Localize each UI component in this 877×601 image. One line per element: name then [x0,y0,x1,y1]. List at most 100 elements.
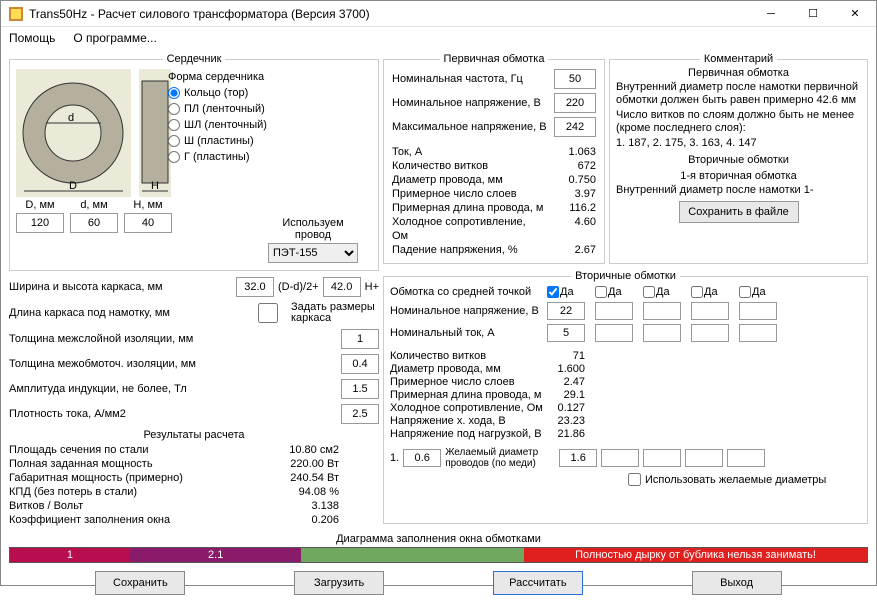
midpoint-chk-1[interactable] [595,286,607,298]
load-button[interactable]: Загрузить [294,571,384,595]
D-input[interactable] [16,213,64,233]
close-button[interactable]: ✕ [834,1,876,27]
frame-w-input[interactable] [236,277,274,297]
use-desired-checkbox[interactable] [628,473,641,486]
sec-out-value [637,363,683,376]
sec-out-value [637,376,683,389]
comment-legend: Комментарий [700,53,777,65]
sec-current-1[interactable] [595,324,633,342]
primary-out-label: Холодное сопротивление, Ом [392,215,544,243]
desired-input-2[interactable] [559,449,597,467]
minimize-button[interactable]: ─ [750,1,792,27]
induction-label: Амплитуда индукции, не более, Тл [9,383,341,395]
interlayer-input[interactable] [341,329,379,349]
sec-voltage-1[interactable] [595,302,633,320]
sec-current-3[interactable] [691,324,729,342]
midpoint-chk-2[interactable] [643,286,655,298]
desired-input-3[interactable] [601,449,639,467]
midpoint-chk-0[interactable] [547,286,559,298]
save-button[interactable]: Сохранить [95,571,185,595]
primary-in-input-2[interactable] [554,117,596,137]
comment-sub3: 1-я вторичная обмотка [616,170,861,182]
menu-help[interactable]: Помощь [9,31,55,45]
core-form-radio-4[interactable] [168,151,180,163]
fill-segment: 1 [10,548,130,562]
sec-out-value [637,389,683,402]
sec-out-value [637,428,683,441]
core-form-radio-1[interactable] [168,103,180,115]
maximize-button[interactable]: ☐ [792,1,834,27]
core-form-title: Форма сердечника [168,71,267,83]
induction-input[interactable] [341,379,379,399]
sec-out-value [591,389,637,402]
sec-out-value [729,402,775,415]
primary-in-label: Номинальная частота, Гц [392,73,554,85]
H-input[interactable] [124,213,172,233]
fill-diagram-title: Диаграмма заполнения окна обмотками [1,533,876,545]
core-form-radio-0[interactable] [168,87,180,99]
sec-voltage-2[interactable] [643,302,681,320]
wire-select[interactable]: ПЭТ-155 [268,243,358,263]
sec-out-label: Количество витков [390,350,545,363]
sec-voltage-0[interactable] [547,302,585,320]
sec-out-value [683,363,729,376]
set-sizes-checkbox[interactable] [249,303,287,323]
desired-input-1[interactable] [403,449,441,467]
primary-out-value: 3.97 [544,187,596,201]
wire-label1: Используем [268,217,358,229]
core-form-radio-2[interactable] [168,119,180,131]
midpoint-chk-4[interactable] [739,286,751,298]
sec-current-4[interactable] [739,324,777,342]
fill-segment: 2.1 [130,548,301,562]
sec-current-0[interactable] [547,324,585,342]
primary-out-label: Ток, А [392,145,422,159]
sec-current-2[interactable] [643,324,681,342]
window-title: Trans50Hz - Расчет силового трансформато… [29,7,750,21]
sec-out-value [637,415,683,428]
comment-sub: Первичная обмотка [616,67,861,79]
d-label: d, мм [80,199,107,211]
menu-about[interactable]: О программе... [73,31,156,45]
exit-button[interactable]: Выход [692,571,782,595]
save-comment-button[interactable]: Сохранить в файле [679,201,799,223]
frame-wh-label: Ширина и высота каркаса, мм [9,281,236,293]
result-value: 94.08 % [299,485,339,499]
d-input[interactable] [70,213,118,233]
fill-diagram: 12.1Полностью дырку от бублика нельзя за… [9,547,868,563]
calc-button[interactable]: Рассчитать [493,571,583,595]
core-form-radio-3[interactable] [168,135,180,147]
comment-p4: Внутренний диаметр после намотки 1- [616,184,861,197]
desired-input-6[interactable] [727,449,765,467]
desired-input-5[interactable] [685,449,723,467]
result-label: Площадь сечения по стали [9,443,149,457]
primary-in-input-1[interactable] [554,93,596,113]
result-label: Габаритная мощность (примерно) [9,471,183,485]
core-legend: Сердечник [163,53,226,65]
sec-out-value [637,350,683,363]
sec-out-label: Примерная длина провода, м [390,389,545,402]
result-label: КПД (без потерь в стали) [9,485,137,499]
H-label: H, мм [133,199,162,211]
core-form-label-0: Кольцо (тор) [184,87,248,99]
midpoint-chk-3[interactable] [691,286,703,298]
sec-out-value [683,428,729,441]
desired-prefix: 1. [390,452,399,464]
sec-current-label: Номинальный ток, А [390,327,545,339]
frame-h-input[interactable] [323,277,361,297]
primary-out-label: Примерное число слоев [392,187,517,201]
interwinding-input[interactable] [341,354,379,374]
sec-voltage-4[interactable] [739,302,777,320]
desired-input-4[interactable] [643,449,681,467]
currdens-input[interactable] [341,404,379,424]
primary-out-value: 0.750 [544,173,596,187]
primary-in-label: Максимальное напряжение, В [392,121,554,133]
core-diagram: d D [16,69,131,197]
sec-out-value [637,402,683,415]
result-value: 220.00 Вт [290,457,339,471]
svg-text:d: d [68,112,74,124]
primary-in-input-0[interactable] [554,69,596,89]
D-label: D, мм [25,199,54,211]
frame-len-label: Длина каркаса под намотку, мм [9,307,203,319]
primary-out-label: Примерная длина провода, м [392,201,543,215]
sec-voltage-3[interactable] [691,302,729,320]
